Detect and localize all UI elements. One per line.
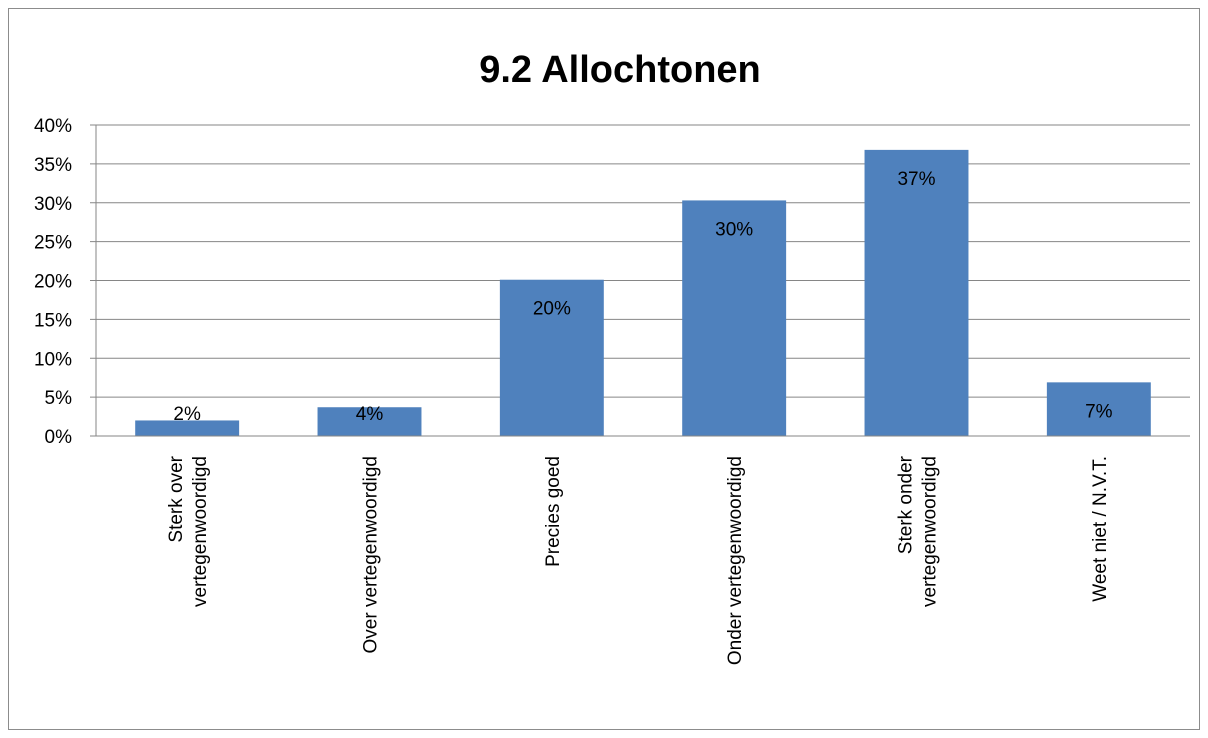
y-tick-label: 10% xyxy=(34,349,72,370)
y-tick-label: 20% xyxy=(34,272,72,293)
category-label: Weet niet / N.V.T. xyxy=(1090,456,1111,602)
y-tick-label: 40% xyxy=(34,116,72,137)
y-axis-ticks: 0% 5% 10% 15% 20% 25% 30% 35% 40% xyxy=(34,116,96,448)
category-label: Onder vertegenwoordigd xyxy=(725,456,746,665)
category-label-line: Sterk onder xyxy=(896,455,917,554)
data-label: 37% xyxy=(897,169,935,190)
category-label-line: Weet niet / N.V.T. xyxy=(1090,456,1111,602)
bars xyxy=(135,150,1151,436)
category-label: Precies goed xyxy=(543,456,564,567)
category-label: Over vertegenwoordigd xyxy=(361,456,382,654)
y-tick-label: 15% xyxy=(34,310,72,331)
y-tick-label: 30% xyxy=(34,194,72,215)
data-label: 20% xyxy=(533,299,571,320)
y-tick-label: 5% xyxy=(45,388,73,409)
category-label-line: Precies goed xyxy=(543,456,564,567)
data-label: 7% xyxy=(1085,401,1113,422)
category-label: Sterk over vertegenwoordigd xyxy=(166,455,211,607)
category-labels: Sterk over vertegenwoordigd Over vertegenw… xyxy=(166,455,1111,665)
y-tick-label: 25% xyxy=(34,233,72,254)
category-label-line: Over vertegenwoordigd xyxy=(361,456,382,654)
category-label-line: vertegenwoordigd xyxy=(190,456,211,607)
category-label: Sterk onder vertegenwoordigd xyxy=(896,455,941,607)
y-tick-label: 35% xyxy=(34,155,72,176)
gridlines xyxy=(96,125,1190,397)
category-label-line: vertegenwoordigd xyxy=(920,456,941,607)
data-labels: 2% 4% 20% 30% 37% 7% xyxy=(173,169,1112,425)
bar xyxy=(865,150,969,436)
y-tick-label: 0% xyxy=(45,427,73,448)
category-label-line: Sterk over xyxy=(166,455,187,542)
category-label-line: Onder vertegenwoordigd xyxy=(725,456,746,665)
data-label: 4% xyxy=(356,404,384,425)
data-label: 30% xyxy=(715,219,753,240)
data-label: 2% xyxy=(173,404,201,425)
chart-title: 9.2 Allochtonen xyxy=(479,49,761,91)
